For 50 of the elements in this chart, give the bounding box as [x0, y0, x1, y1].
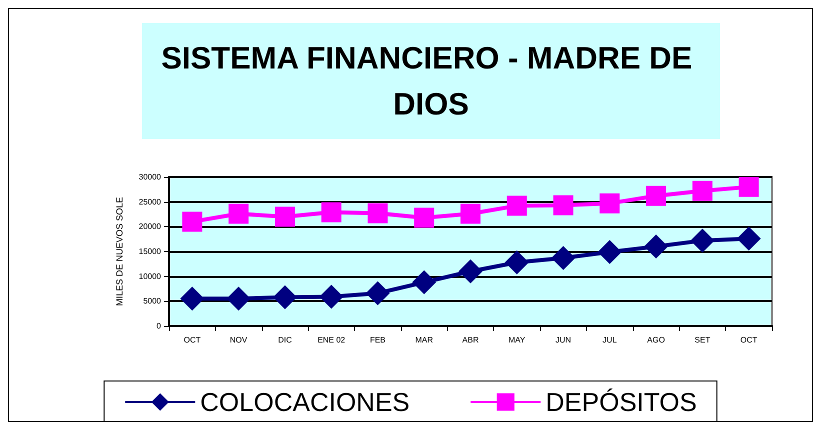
x-tick-label: MAR [415, 336, 434, 344]
point [228, 204, 249, 224]
x-tick-label: OCT [184, 336, 201, 344]
point [319, 284, 344, 309]
x-tick-label: NOV [230, 336, 248, 344]
point [366, 281, 390, 306]
point [736, 226, 761, 251]
legend-label: DEPÓSITOS [546, 387, 697, 417]
x-tick-label: OCT [740, 336, 758, 344]
point [274, 206, 295, 227]
y-tick-label: 25000 [138, 197, 162, 206]
x-tick-label: AGO [647, 336, 665, 344]
point [600, 193, 620, 214]
x-tick-label: ABR [462, 336, 479, 344]
point [692, 180, 712, 201]
x-tick-label: JUL [602, 336, 618, 344]
x-tick-label: FEB [370, 336, 386, 344]
y-tick-label: 30000 [138, 172, 162, 182]
point [551, 246, 576, 270]
point [458, 259, 482, 284]
y-tick-label: 20000 [138, 222, 162, 232]
x-tick-label: MAY [508, 336, 526, 344]
y-tick-label: 0 [156, 322, 162, 330]
x-tick-label: ENE 02 [318, 336, 346, 344]
point [414, 208, 434, 228]
point [506, 196, 527, 216]
point [646, 186, 666, 206]
point [412, 270, 436, 294]
point [553, 195, 574, 216]
point [460, 204, 480, 224]
chart-title: SISTEMA FINANCIERO - MADRE DE DIOS [161, 40, 701, 122]
point [644, 234, 668, 259]
point [272, 285, 297, 310]
point [368, 203, 388, 224]
point [504, 250, 529, 274]
point [180, 286, 204, 311]
point [598, 240, 622, 264]
x-tick-label: SET [694, 336, 710, 344]
y-axis-title: MILES DE NUEVOS SOLE [114, 196, 124, 306]
point [690, 228, 714, 253]
point [738, 176, 759, 197]
point [182, 212, 202, 232]
point [321, 202, 342, 222]
y-tick-label: 15000 [138, 247, 162, 256]
y-tick-label: 5000 [143, 296, 162, 306]
y-tick-label: 10000 [138, 272, 162, 281]
x-tick-label: JUN [555, 336, 572, 344]
x-tick-label: DIC [278, 336, 292, 344]
point [226, 286, 251, 311]
legend-label: COLOCACIONES [200, 387, 410, 417]
